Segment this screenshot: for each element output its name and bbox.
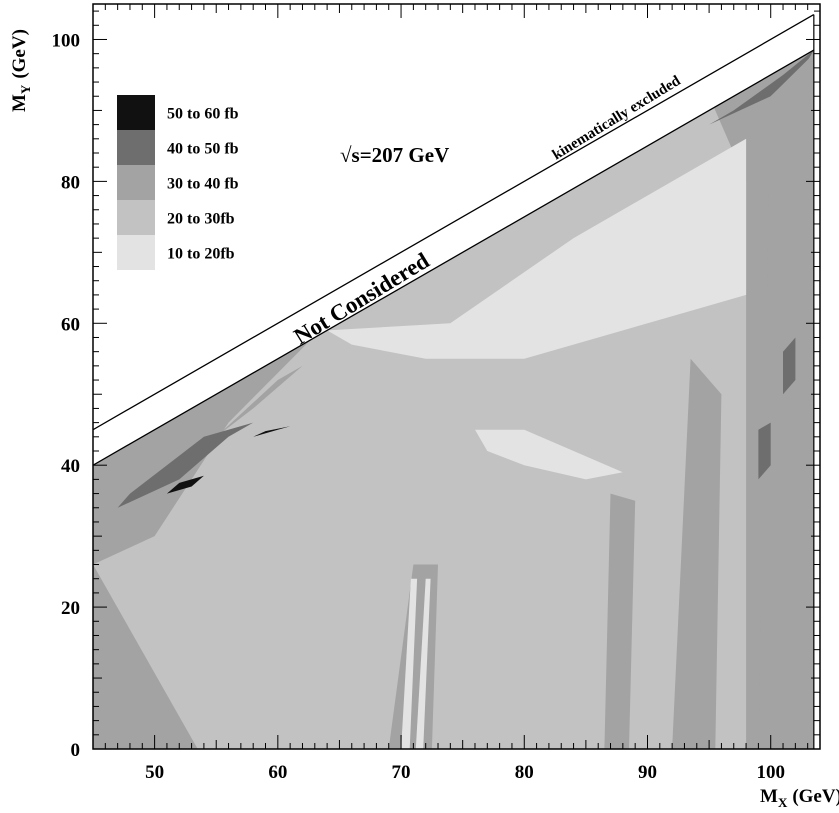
kinematic-limit-line	[93, 14, 815, 431]
legend-label: 40 to 50 fb	[167, 141, 239, 158]
x-axis-title-main: M	[760, 786, 778, 807]
x-tick-label: 90	[638, 762, 657, 783]
y-tick-label: 100	[52, 30, 81, 51]
x-tick-label: 100	[756, 762, 785, 783]
contour-regions	[93, 4, 820, 749]
energy-label: √s=207 GeV	[340, 143, 449, 167]
x-tick-label: 60	[268, 762, 287, 783]
contour-region	[672, 358, 722, 749]
legend-swatch	[117, 235, 155, 270]
x-tick-label: 80	[515, 762, 534, 783]
y-tick-label: 80	[61, 172, 80, 193]
contour-region	[166, 475, 204, 494]
y-tick-label: 20	[61, 598, 80, 619]
legend-label: 10 to 20fb	[167, 246, 235, 263]
excluded-area	[93, 4, 820, 466]
svg-text:MY(GeV): MY (GeV)	[9, 29, 33, 112]
y-tick-label: 0	[71, 740, 81, 761]
y-tick-label: 60	[61, 314, 80, 335]
contour-region	[401, 578, 418, 749]
x-axis-title-unit: (GeV)	[792, 786, 839, 807]
legend-label: 30 to 40 fb	[167, 176, 239, 193]
legend-swatch	[117, 200, 155, 235]
contour-region	[117, 365, 303, 494]
y-axis-title-main: M	[9, 94, 30, 112]
boundary-lines	[93, 14, 815, 749]
svg-text:MX(GeV): MX (GeV)	[760, 786, 839, 810]
y-axis-title: MY (GeV)	[9, 29, 33, 112]
contour-region	[117, 422, 254, 508]
y-axis-title-unit: (GeV)	[9, 29, 30, 79]
y-tick-label: 40	[61, 456, 80, 477]
x-tick-label: 50	[145, 762, 164, 783]
contour-region	[758, 422, 771, 480]
contour-region	[758, 53, 814, 749]
axis-ticks: 50 60 70 80 90 100 0 20 40 60 80 100	[52, 4, 821, 783]
legend: 50 to 60 fb 40 to 50 fb 30 to 40 fb 20 to 3…	[117, 95, 239, 270]
plot-frame	[92, 3, 821, 750]
legend-swatch	[117, 130, 155, 165]
contour-region	[783, 337, 796, 395]
x-axis-title-sub: X	[778, 795, 788, 810]
legend-swatch	[117, 165, 155, 200]
y-axis-title-sub: Y	[18, 84, 33, 94]
consideration-limit-line	[93, 49, 815, 466]
legend-swatch	[117, 95, 155, 130]
legend-label: 20 to 30fb	[167, 211, 235, 228]
legend-label: 50 to 60 fb	[167, 106, 239, 123]
x-tick-label: 70	[392, 762, 411, 783]
contour-region	[604, 493, 636, 749]
contour-region	[327, 138, 747, 359]
contour-region	[475, 429, 623, 480]
x-axis-title: MX (GeV)	[760, 786, 839, 810]
contour-region	[415, 578, 431, 749]
